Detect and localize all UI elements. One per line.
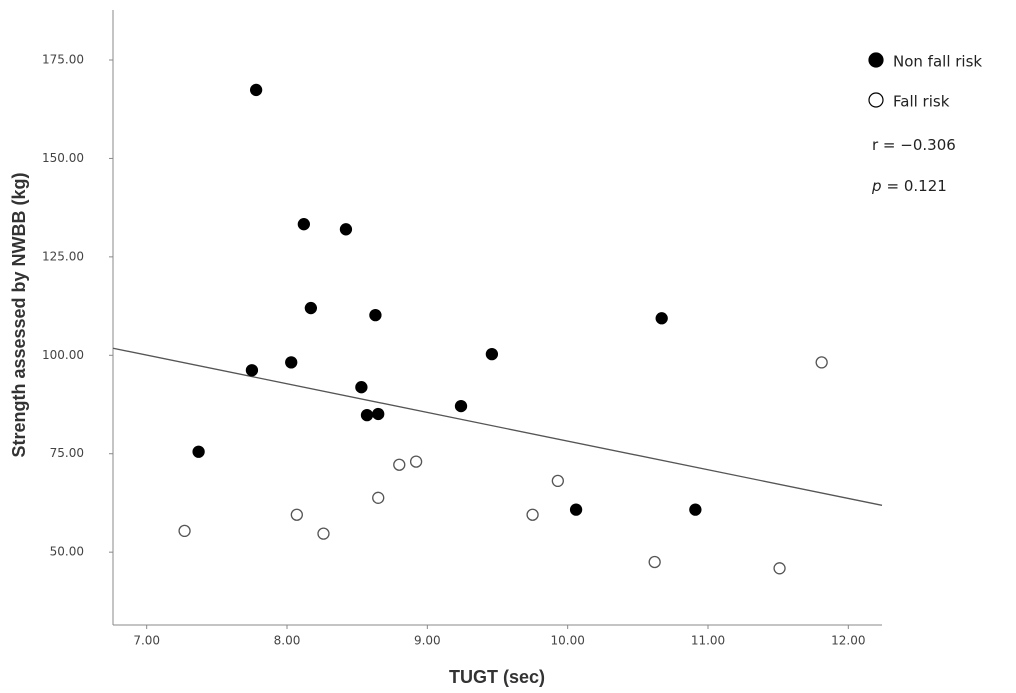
point [370, 310, 381, 321]
point [291, 509, 302, 520]
point [527, 509, 538, 520]
annotation-italic: p [871, 177, 882, 195]
point [318, 528, 329, 539]
point [690, 504, 701, 515]
point [456, 401, 467, 412]
fit-line [113, 348, 882, 505]
point [816, 357, 827, 368]
point [246, 365, 257, 376]
legend-label: Non fall risk [893, 53, 982, 71]
chart: TUGT (sec) Strength assessed by NWBB (kg… [0, 0, 1016, 693]
annotation: p = 0.121 [871, 177, 947, 195]
y-axis-title: Strength assessed by NWBB (kg) [9, 172, 29, 457]
legend-marker [869, 53, 883, 67]
y-tick-label: 100.00 [42, 348, 84, 362]
point [373, 408, 384, 419]
point [298, 219, 309, 230]
point [373, 492, 384, 503]
point [305, 303, 316, 314]
legend-marker [869, 93, 883, 107]
y-tick-label: 150.00 [42, 151, 84, 165]
x-axis-title: TUGT (sec) [449, 667, 545, 687]
y-tick-label: 175.00 [42, 53, 84, 67]
y-tick-label: 125.00 [42, 249, 84, 263]
y-tick-label: 50.00 [50, 545, 84, 559]
x-tick-label: 11.00 [691, 634, 725, 648]
legend-label: Fall risk [893, 93, 950, 111]
point [361, 410, 372, 421]
point [193, 446, 204, 457]
point [486, 349, 497, 360]
point [394, 459, 405, 470]
x-tick-label: 7.00 [133, 634, 160, 648]
point [356, 382, 367, 393]
annotation-text: r = −0.306 [872, 136, 956, 154]
point [656, 313, 667, 324]
point [774, 563, 785, 574]
point [179, 525, 190, 536]
annotation: r = −0.306 [872, 136, 956, 154]
point [571, 504, 582, 515]
x-tick-label: 12.00 [831, 634, 865, 648]
x-tick-label: 8.00 [274, 634, 301, 648]
point [649, 557, 660, 568]
x-tick-label: 10.00 [550, 634, 584, 648]
point [411, 456, 422, 467]
point [286, 357, 297, 368]
point [340, 224, 351, 235]
y-tick-label: 75.00 [50, 446, 84, 460]
point [552, 475, 563, 486]
point [251, 84, 262, 95]
x-tick-label: 9.00 [414, 634, 441, 648]
annotation-text: = 0.121 [887, 177, 947, 195]
